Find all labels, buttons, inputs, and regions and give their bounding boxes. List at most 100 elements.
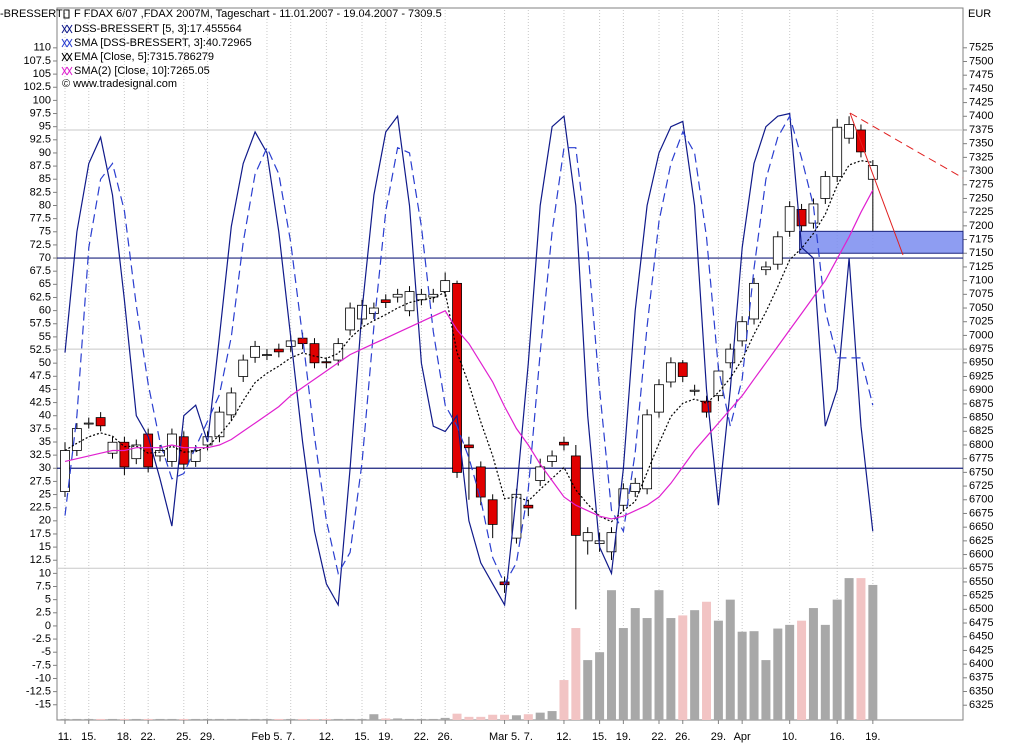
y2-tick-label: 6325 xyxy=(969,699,993,711)
y-tick-label: 52.5 xyxy=(30,344,51,356)
x-tick-label: 12. xyxy=(556,731,571,743)
candle-body xyxy=(475,466,486,498)
candle-body xyxy=(761,266,771,271)
y-tick-label: 62.5 xyxy=(30,291,51,303)
candle-body xyxy=(856,129,866,153)
y-tick-label: 90 xyxy=(39,147,51,159)
y2-tick-label: 6725 xyxy=(969,480,993,492)
candle-body xyxy=(273,348,284,353)
volume-bar xyxy=(203,718,213,720)
x-tick-label: 15. xyxy=(592,731,607,743)
x-tick-label: Apr xyxy=(734,731,751,743)
y2-tick-label: 6350 xyxy=(969,685,993,697)
title-icon xyxy=(63,9,70,19)
volume-bar xyxy=(749,631,759,720)
y-tick-label: 85 xyxy=(39,173,51,185)
candle-body xyxy=(606,532,617,553)
volume-bar xyxy=(618,628,628,720)
volume-bar xyxy=(262,718,272,720)
volume-bar xyxy=(405,718,415,720)
candle-body xyxy=(559,441,569,446)
candle-body xyxy=(689,389,700,392)
volume-bar xyxy=(84,718,94,720)
volume-bar xyxy=(606,590,616,720)
volume-bar xyxy=(60,718,70,720)
x-tick-label: Feb 5. xyxy=(251,731,282,743)
x-tick-label: 15. xyxy=(81,731,96,743)
volume-bar xyxy=(535,712,545,720)
legend-icon-stroke xyxy=(61,24,68,34)
y-tick-label: 47.5 xyxy=(30,370,51,382)
y2-tick-label: 6900 xyxy=(969,384,993,396)
candle-body xyxy=(511,493,522,539)
x-tick-label: 11. xyxy=(58,731,72,743)
y2-tick-label: 7500 xyxy=(969,55,993,67)
y-tick-label: 10 xyxy=(39,567,51,579)
labels: -15-12.5-10-7.5-5-2.502.557.51012.51517.… xyxy=(23,23,993,743)
x-tick-label: 22. xyxy=(414,731,429,743)
legend-label: SMA(2) [Close, 10]:7265.05 xyxy=(74,65,210,77)
y2-tick-label: 6800 xyxy=(969,439,993,451)
y-tick-label: -5 xyxy=(41,646,51,658)
series-line xyxy=(64,189,874,520)
y-tick-label: 75 xyxy=(39,226,51,238)
x-tick-label: 29. xyxy=(200,731,215,743)
x-tick-label: 12. xyxy=(319,731,334,743)
volume-bar xyxy=(333,718,343,720)
candle-body xyxy=(250,345,260,358)
y-tick-label: 32.5 xyxy=(30,449,51,461)
y2-tick-label: 6475 xyxy=(969,617,993,629)
legend-icon-stroke xyxy=(66,38,73,48)
volume-bar xyxy=(416,718,426,720)
candle-body xyxy=(677,362,688,377)
y2-tick-label: 7200 xyxy=(969,220,993,232)
volume-bar xyxy=(274,718,284,720)
y2-tick-label: 7525 xyxy=(969,42,993,54)
volume-bar xyxy=(167,718,177,720)
legend-icon xyxy=(61,52,73,62)
volume-bar xyxy=(488,714,498,720)
y-tick-label: -10 xyxy=(35,672,51,684)
series-line xyxy=(64,114,874,586)
candle-body xyxy=(143,433,154,468)
y2-tick-label: 7425 xyxy=(969,96,993,108)
y-tick-label: 80 xyxy=(39,199,51,211)
candle-body xyxy=(464,444,474,449)
volume-bar xyxy=(583,660,593,720)
candle-body xyxy=(107,441,118,454)
x-tick-label: 18. xyxy=(117,731,132,743)
candle-body xyxy=(167,433,177,462)
candle-body xyxy=(392,293,403,298)
volume-bar xyxy=(547,711,557,720)
candle-body xyxy=(452,282,462,473)
y-tick-label: 57.5 xyxy=(30,318,51,330)
candle-body xyxy=(131,444,142,460)
y2-tick-label: 6550 xyxy=(969,576,993,588)
series-line xyxy=(64,112,874,607)
candle-body xyxy=(440,280,451,292)
y-tick-label: 107.5 xyxy=(23,55,51,67)
legend-icon-stroke xyxy=(61,38,68,48)
chart-title: F FDAX 6/07 ,FDAX 2007M, Tageschart - 11… xyxy=(74,8,442,20)
y-tick-label: 82.5 xyxy=(30,186,51,198)
volume-bar xyxy=(131,718,141,720)
copyright: © www.tradesignal.com xyxy=(62,78,177,90)
volume-bar xyxy=(559,680,569,720)
candle-body xyxy=(190,450,201,462)
volume-bar xyxy=(119,718,129,720)
marks xyxy=(60,112,878,720)
volume-bar xyxy=(298,718,308,720)
candle-body xyxy=(238,359,249,377)
candle-body xyxy=(630,482,641,492)
candle-body xyxy=(737,321,748,342)
y2-tick-label: 7325 xyxy=(969,151,993,163)
candle-body xyxy=(333,343,344,361)
y2-tick-label: 7275 xyxy=(969,179,993,191)
x-tick-label: 22. xyxy=(651,731,666,743)
legend-icon-stroke xyxy=(61,52,68,62)
y2-tick-label: 7450 xyxy=(969,83,993,95)
candle-body xyxy=(618,488,629,506)
y-tick-label: 12.5 xyxy=(30,554,51,566)
volume-bar xyxy=(761,660,771,720)
y-tick-label: 97.5 xyxy=(30,107,51,119)
